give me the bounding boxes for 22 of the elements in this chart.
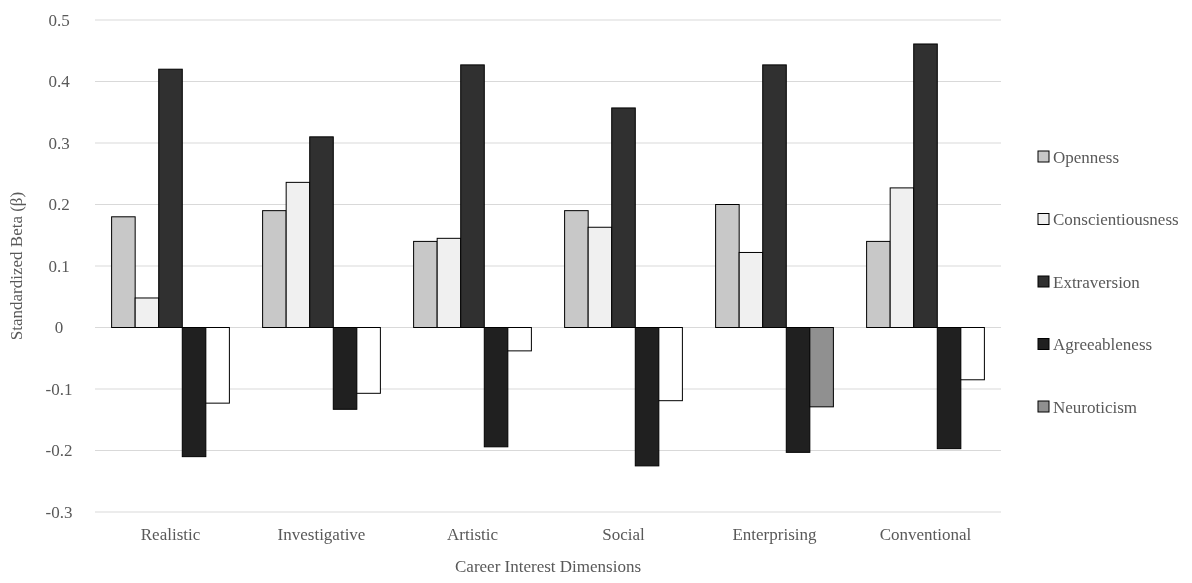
legend-label: Neuroticism: [1053, 397, 1138, 417]
y-tick-label: 0.4: [48, 72, 71, 92]
y-tick-label: 0.2: [48, 195, 70, 215]
y-tick-label: 0.5: [48, 10, 70, 30]
legend-label: Conscientiousness: [1053, 210, 1179, 230]
x-tick-label: Enterprising: [732, 525, 818, 544]
y-tick-label: -0.2: [45, 441, 73, 461]
x-tick-label: Artistic: [447, 525, 499, 544]
y-tick-label: 0.1: [48, 256, 70, 276]
y-tick-label: -0.3: [45, 502, 73, 522]
x-tick-label: Investigative: [277, 525, 366, 544]
x-tick-label: Realistic: [140, 525, 201, 544]
x-tick-label: Conventional: [879, 525, 972, 544]
y-tick-label: -0.1: [45, 379, 73, 399]
legend-label: Extraversion: [1053, 272, 1141, 292]
legend-label: Openness: [1053, 147, 1120, 167]
y-tick-label: 0.3: [48, 133, 70, 153]
x-axis-title: Career Interest Dimensions: [455, 557, 641, 576]
y-axis-title: Standardized Beta (β): [7, 191, 26, 341]
y-tick-label: 0: [54, 318, 64, 338]
legend-label: Agreeableness: [1053, 335, 1153, 355]
x-tick-label: Social: [602, 525, 646, 544]
